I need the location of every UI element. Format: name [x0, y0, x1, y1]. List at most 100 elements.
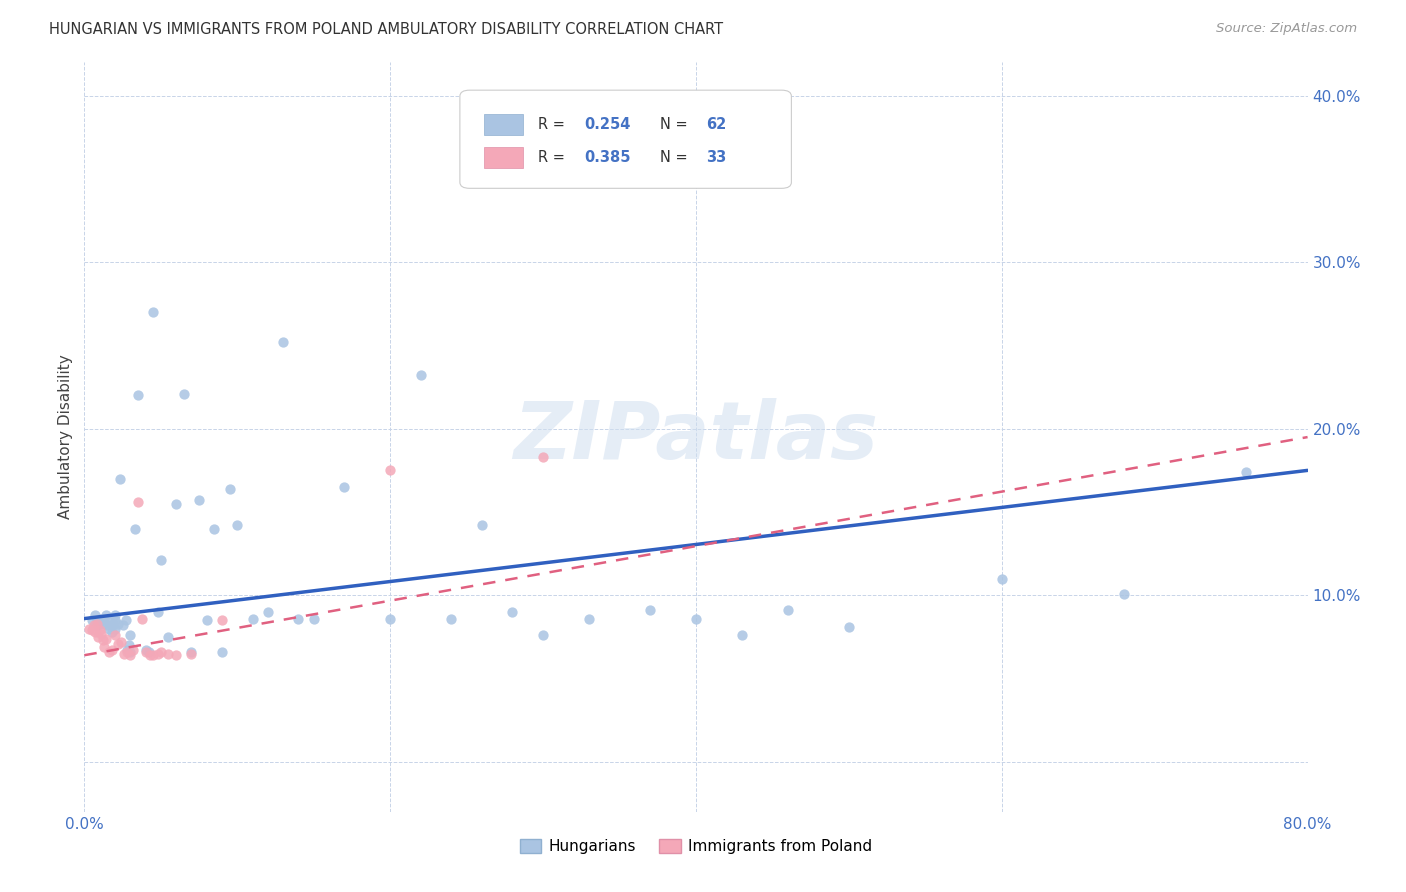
Point — [120, 645, 142, 659]
Point — [380, 611, 402, 625]
Point — [87, 630, 110, 644]
Point — [149, 553, 172, 567]
Point — [94, 608, 117, 623]
Point — [120, 648, 142, 663]
Point — [838, 620, 860, 634]
Point — [731, 628, 754, 642]
Point — [471, 518, 494, 533]
Point — [409, 368, 432, 383]
Point — [118, 638, 141, 652]
Point — [578, 611, 600, 625]
Point — [87, 618, 110, 632]
Point — [271, 335, 294, 350]
Point — [104, 608, 127, 623]
Point — [287, 611, 309, 625]
Point — [80, 624, 103, 638]
Text: Source: ZipAtlas.com: Source: ZipAtlas.com — [1216, 22, 1357, 36]
Point — [86, 616, 108, 631]
Point — [1236, 465, 1258, 479]
Point — [173, 386, 195, 401]
Text: ZIPatlas: ZIPatlas — [513, 398, 879, 476]
Point — [135, 643, 157, 657]
Point — [83, 618, 105, 632]
Point — [242, 611, 264, 625]
Point — [94, 632, 117, 646]
Point — [149, 645, 172, 659]
Point — [112, 647, 135, 661]
Point — [226, 518, 249, 533]
Point — [80, 613, 103, 627]
Point — [1114, 586, 1136, 600]
Point — [91, 633, 114, 648]
Point — [104, 613, 127, 627]
Point — [131, 611, 153, 625]
Text: HUNGARIAN VS IMMIGRANTS FROM POLAND AMBULATORY DISABILITY CORRELATION CHART: HUNGARIAN VS IMMIGRANTS FROM POLAND AMBU… — [49, 22, 723, 37]
Point — [84, 608, 107, 623]
Point — [302, 611, 325, 625]
Point — [97, 645, 120, 659]
Point — [211, 645, 233, 659]
Point — [139, 648, 162, 663]
Point — [107, 616, 129, 631]
Point — [98, 615, 121, 629]
Point — [93, 611, 115, 625]
Point — [103, 616, 125, 631]
Point — [991, 572, 1014, 586]
Point — [127, 495, 149, 509]
Point — [104, 628, 127, 642]
Point — [111, 618, 134, 632]
Point — [104, 622, 127, 636]
Point — [107, 636, 129, 650]
Point — [211, 613, 233, 627]
Y-axis label: Ambulatory Disability: Ambulatory Disability — [58, 355, 73, 519]
Point — [333, 480, 356, 494]
Text: 0.385: 0.385 — [585, 150, 631, 165]
Point — [188, 493, 211, 508]
Point — [89, 624, 111, 638]
Point — [110, 635, 132, 649]
Point — [97, 622, 120, 636]
Point — [127, 388, 149, 402]
Point — [195, 613, 218, 627]
Text: R =: R = — [538, 117, 569, 132]
FancyBboxPatch shape — [460, 90, 792, 188]
Point — [157, 647, 180, 661]
Point — [180, 647, 202, 661]
Point — [101, 643, 124, 657]
Point — [96, 618, 118, 632]
FancyBboxPatch shape — [484, 147, 523, 168]
Point — [142, 305, 165, 319]
Text: R =: R = — [538, 150, 569, 165]
Point — [77, 622, 100, 636]
Point — [202, 522, 225, 536]
Point — [84, 624, 107, 639]
Point — [380, 463, 402, 477]
Point — [86, 613, 108, 627]
Point — [218, 482, 240, 496]
Point — [122, 643, 145, 657]
Point — [257, 605, 280, 619]
Point — [108, 472, 131, 486]
Point — [531, 628, 554, 642]
Text: 0.254: 0.254 — [585, 117, 631, 132]
Point — [165, 648, 187, 663]
Point — [146, 605, 169, 619]
Point — [115, 643, 138, 657]
Point — [89, 611, 111, 625]
Point — [180, 645, 202, 659]
Point — [157, 630, 180, 644]
Point — [165, 497, 187, 511]
Point — [114, 613, 136, 627]
Point — [135, 645, 157, 659]
Point — [91, 616, 114, 631]
Point — [142, 648, 165, 663]
Point — [146, 647, 169, 661]
Text: 62: 62 — [706, 117, 725, 132]
Point — [138, 645, 160, 659]
Point — [531, 450, 554, 464]
Point — [638, 603, 661, 617]
Point — [124, 522, 146, 536]
FancyBboxPatch shape — [484, 114, 523, 135]
Text: N =: N = — [661, 117, 693, 132]
Point — [685, 611, 707, 625]
